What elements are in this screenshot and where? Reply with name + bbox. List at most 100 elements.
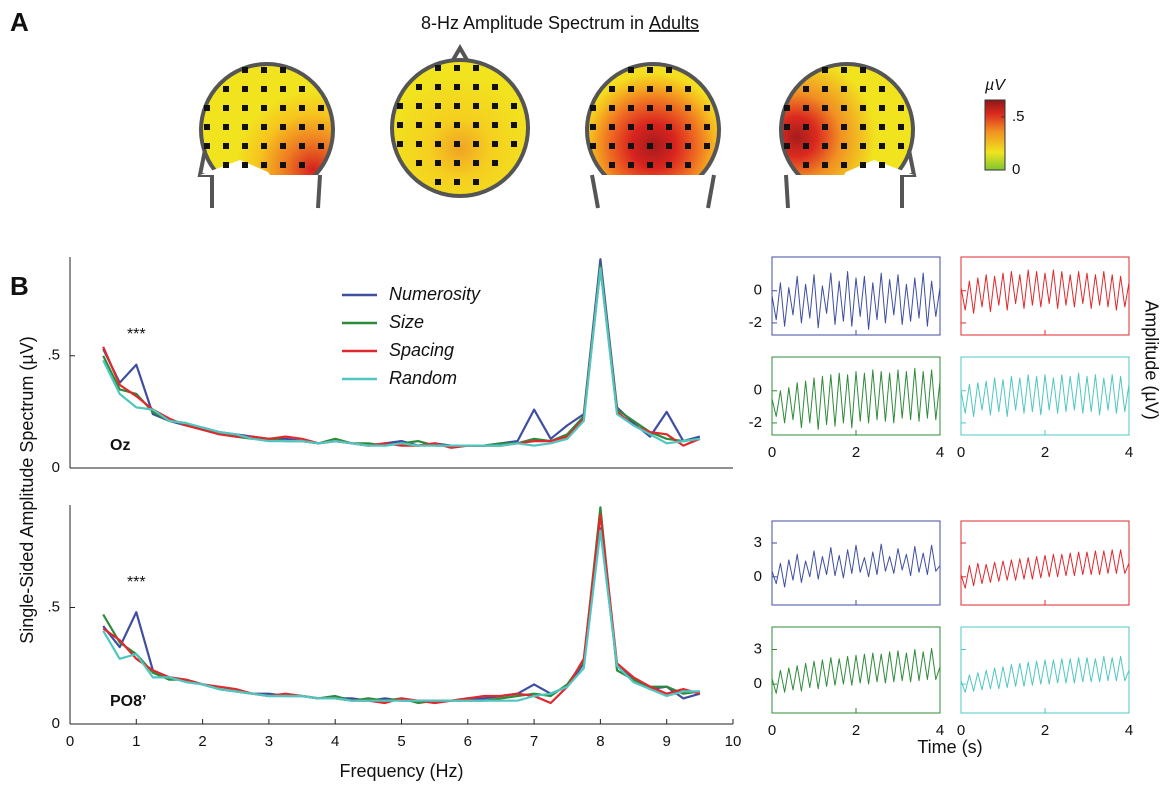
- electrode: [685, 124, 691, 130]
- electrode: [223, 143, 229, 149]
- electrode: [803, 143, 809, 149]
- x-axis-label: Frequency (Hz): [339, 761, 463, 781]
- electrode: [204, 105, 210, 111]
- electrode: [666, 67, 672, 73]
- electrode: [473, 65, 479, 71]
- electrode: [609, 143, 615, 149]
- colorbar-tick-label: 0: [1012, 161, 1020, 178]
- electrode: [223, 105, 229, 111]
- nose: [451, 44, 469, 62]
- x-tick-label: 9: [663, 733, 671, 750]
- electrode: [704, 105, 710, 111]
- x-tick-label: 8: [596, 733, 604, 750]
- significance: ***: [127, 326, 146, 343]
- electrode: [841, 143, 847, 149]
- electrode: [860, 124, 866, 130]
- x-tick-label: 4: [936, 722, 944, 739]
- electrode: [860, 162, 866, 168]
- panel-title: 8-Hz Amplitude Spectrum in Adults: [421, 13, 699, 33]
- electrode: [511, 103, 517, 109]
- electrode: [473, 103, 479, 109]
- electrode: [511, 122, 517, 128]
- electrode: [223, 162, 229, 168]
- significance: ***: [127, 574, 146, 591]
- series-line: [960, 655, 1130, 693]
- electrode: [280, 162, 286, 168]
- panel-frame: [960, 256, 1130, 336]
- legend-label: Spacing: [389, 340, 454, 360]
- title-text: 8-Hz Amplitude Spectrum in: [421, 13, 644, 33]
- electrode: [822, 143, 828, 149]
- x-tick-label: 4: [1125, 722, 1133, 739]
- electrode: [685, 162, 691, 168]
- electrode: [454, 122, 460, 128]
- electrode: [822, 162, 828, 168]
- electrode: [299, 162, 305, 168]
- electrode: [822, 86, 828, 92]
- x-tick-label: 0: [768, 444, 776, 461]
- panel-frame: [960, 356, 1130, 436]
- electrode: [416, 103, 422, 109]
- electrode: [435, 141, 441, 147]
- electrode: [898, 105, 904, 111]
- electrode: [666, 86, 672, 92]
- panel-frame: [771, 626, 941, 714]
- electrode: [666, 105, 672, 111]
- electrode: [397, 103, 403, 109]
- electrode: [860, 105, 866, 111]
- electrode: [879, 143, 885, 149]
- electrode: [860, 143, 866, 149]
- y-tick-label: 0: [754, 282, 762, 299]
- electrode: [628, 162, 634, 168]
- electrode: [280, 143, 286, 149]
- x-tick-label: 7: [530, 733, 538, 750]
- electrode: [454, 160, 460, 166]
- electrode: [318, 105, 324, 111]
- electrode: [416, 141, 422, 147]
- electrode: [261, 162, 267, 168]
- series-line: [960, 269, 1130, 314]
- electrode: [435, 65, 441, 71]
- x-tick-label: 4: [936, 444, 944, 461]
- x-tick-label: 2: [1041, 722, 1049, 739]
- electrode: [397, 141, 403, 147]
- electrode: [879, 124, 885, 130]
- electrode: [492, 160, 498, 166]
- electrode: [803, 105, 809, 111]
- head-outline: [590, 174, 716, 209]
- electrode: [666, 162, 672, 168]
- electrode: [898, 143, 904, 149]
- y-tick-label: 0: [52, 459, 60, 476]
- electrode: [841, 162, 847, 168]
- electrode: [318, 143, 324, 149]
- electrode: [647, 105, 653, 111]
- series-line: [102, 529, 700, 702]
- y-tick-label: -2: [749, 314, 762, 331]
- electrode: [223, 124, 229, 130]
- electrode: [860, 67, 866, 73]
- electrode: [492, 103, 498, 109]
- electrode: [879, 105, 885, 111]
- electrode: [261, 105, 267, 111]
- x-tick-label: 3: [265, 733, 273, 750]
- x-tick-label: 2: [198, 733, 206, 750]
- electrode: [841, 105, 847, 111]
- electrode: [784, 105, 790, 111]
- electrode: [473, 141, 479, 147]
- colorbar: [984, 99, 1006, 171]
- electrode: [666, 124, 672, 130]
- electrode: [242, 143, 248, 149]
- electrode: [704, 124, 710, 130]
- electrode: [242, 67, 248, 73]
- electrode: [280, 86, 286, 92]
- electrode: [492, 141, 498, 147]
- x-tick-label: 10: [725, 733, 742, 750]
- series-line: [771, 271, 941, 330]
- y-axis-label: Single-Sided Amplitude Spectrum (µV): [17, 336, 37, 644]
- electrode: [590, 105, 596, 111]
- electrode: [299, 124, 305, 130]
- x-tick-label: 1: [132, 733, 140, 750]
- electrode: [454, 179, 460, 185]
- electrode: [435, 160, 441, 166]
- colorbar-tick-label: .5: [1012, 108, 1025, 125]
